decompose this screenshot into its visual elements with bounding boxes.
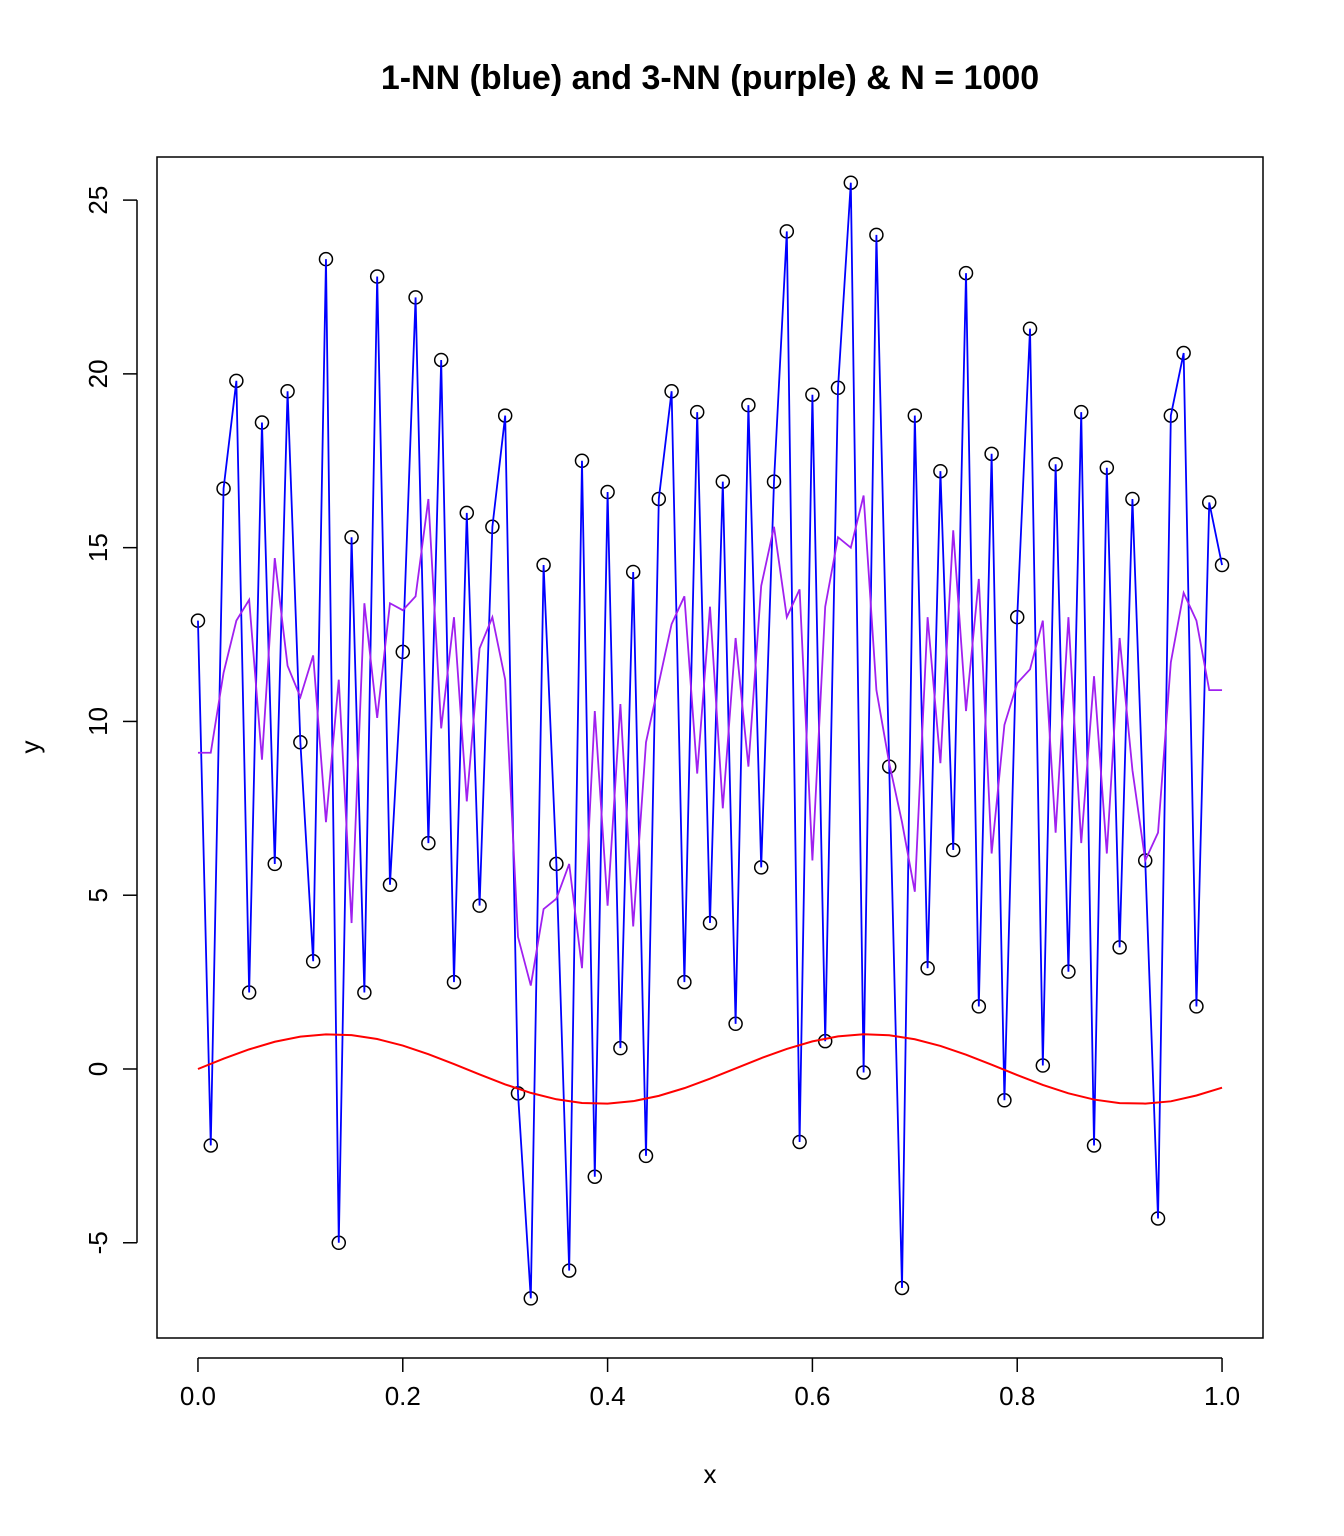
y-tick-label: 15 <box>83 533 113 562</box>
y-tick-label: 20 <box>83 359 113 388</box>
y-tick-label: 10 <box>83 707 113 736</box>
x-axis-label: x <box>704 1459 717 1489</box>
y-tick-label: -5 <box>83 1231 113 1254</box>
y-tick-label: 25 <box>83 186 113 215</box>
y-axis-label: y <box>15 741 45 754</box>
fit-line <box>197 182 1223 1299</box>
x-tick-label: 0.2 <box>385 1381 421 1411</box>
x-tick-label: 0.4 <box>590 1381 626 1411</box>
x-tick-label: 0.6 <box>794 1381 830 1411</box>
y-tick-label: 0 <box>83 1062 113 1076</box>
x-tick-label: 1.0 <box>1204 1381 1240 1411</box>
plot-frame <box>156 156 1264 1339</box>
true-curve <box>197 1033 1223 1105</box>
chart-title: 1-NN (blue) and 3-NN (purple) & N = 1000 <box>381 59 1039 97</box>
x-tick-label: 0.0 <box>180 1381 216 1411</box>
point <box>1214 557 1230 573</box>
fit-line <box>197 495 1223 986</box>
x-tick-label: 0.8 <box>999 1381 1035 1411</box>
y-tick-label: 5 <box>83 888 113 902</box>
